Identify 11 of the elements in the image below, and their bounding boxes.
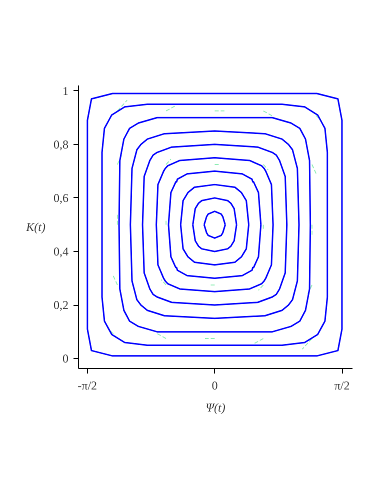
x-tick-label: π/2 [334, 378, 350, 392]
y-tick-label: 0,6 [54, 190, 68, 205]
y-tick-label: 0,4 [54, 244, 68, 258]
y-tick-label: 1 [62, 84, 68, 98]
y-axis-title: K(t) [25, 220, 46, 234]
y-tick-label: 0 [62, 352, 68, 366]
x-axis-title: Ψ(t) [206, 400, 226, 414]
x-tick-label: 0 [212, 378, 218, 392]
y-tick-label: 0,2 [54, 298, 68, 312]
y-tick-label: 0,8 [54, 137, 68, 152]
x-tick-label: -π/2 [78, 378, 98, 392]
